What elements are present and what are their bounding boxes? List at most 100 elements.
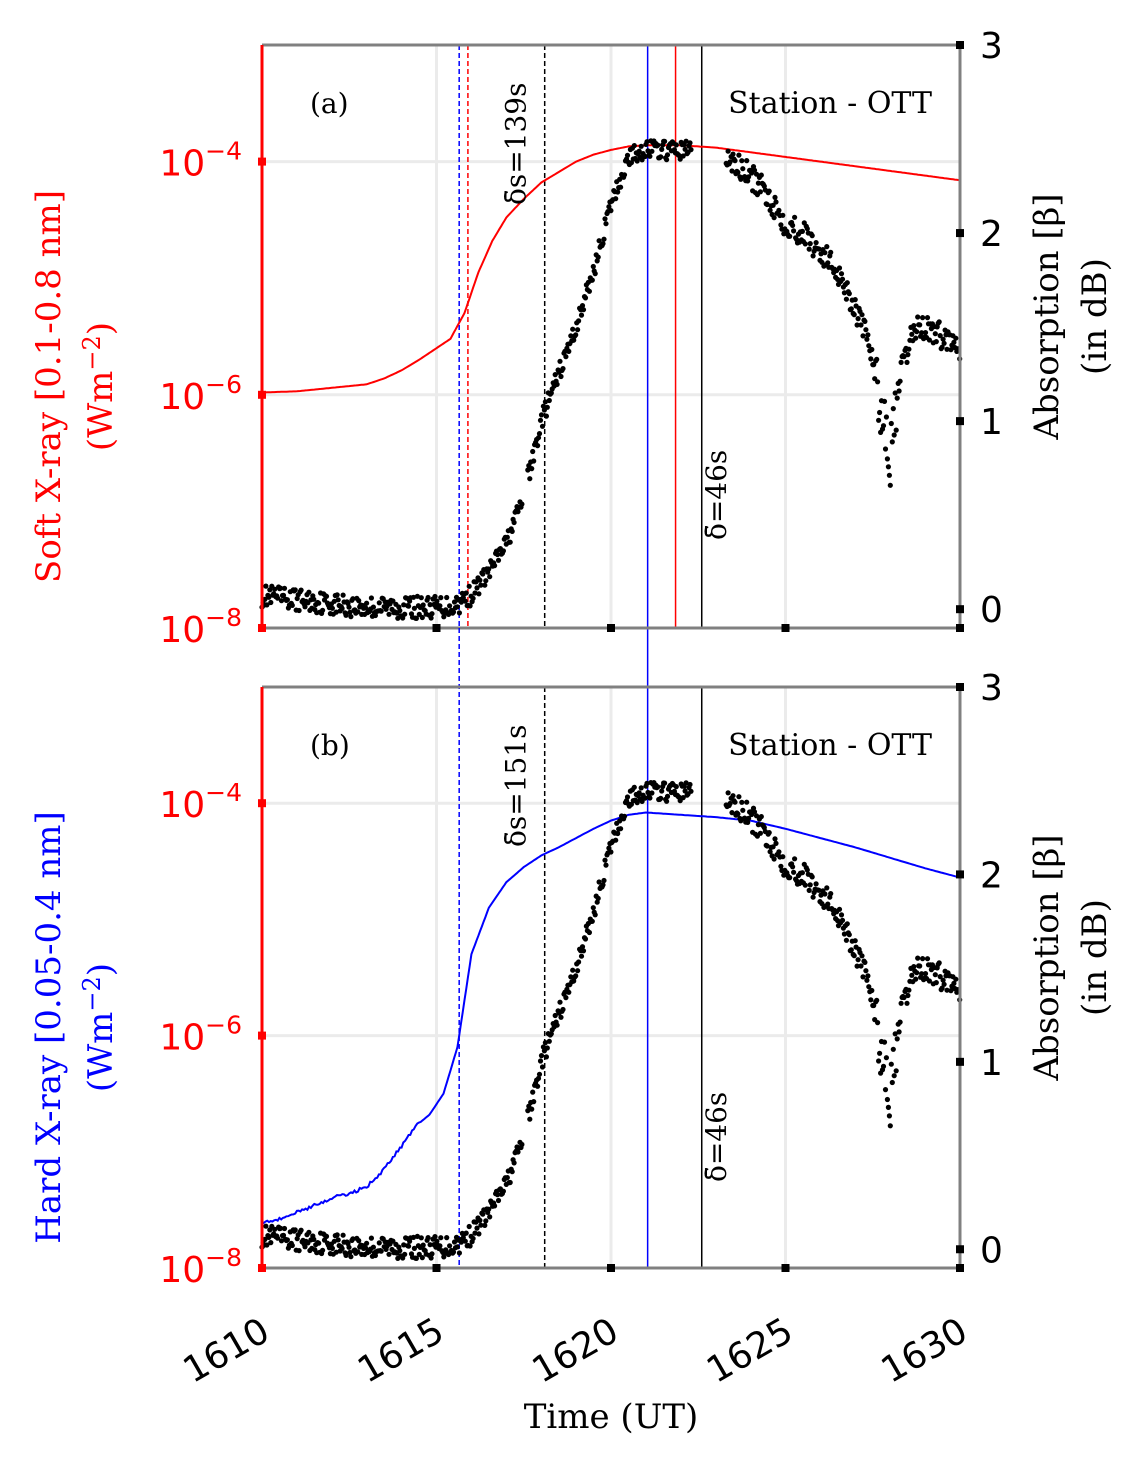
absorption-point [858,322,864,328]
absorption-point [825,901,831,907]
absorption-point [948,347,954,353]
absorption-point [739,158,745,164]
absorption-point [892,1031,898,1037]
absorption-point [758,172,764,178]
y-tick-mark [258,799,266,808]
x-tick-mark [607,1264,615,1272]
absorption-point [917,322,923,328]
absorption-point [852,297,858,303]
absorption-point [320,607,326,613]
absorption-point [386,1251,392,1257]
absorption-point [418,595,424,601]
absorption-point [804,226,810,232]
absorption-point [855,957,861,963]
y2-axis-label: Absorption [β] [1027,834,1067,1081]
absorption-point [866,984,872,990]
absorption-point [334,592,340,598]
absorption-point [802,882,808,888]
absorption-point [732,799,738,805]
absorption-point [839,917,846,924]
absorption-point [272,1226,278,1232]
absorption-point [818,251,824,257]
absorption-point [809,233,815,239]
absorption-point [839,276,846,282]
absorption-point [527,476,533,482]
absorption-point [311,596,317,602]
absorption-point [306,1229,312,1235]
absorption-point [888,1061,894,1067]
y-tick-label: 10−6 [159,1011,242,1059]
absorption-point [535,1075,542,1081]
absorption-point [944,987,950,993]
absorption-point [579,944,586,950]
absorption-point [278,1238,285,1244]
absorption-point [414,1233,420,1239]
absorption-point [492,563,498,569]
tick-base: 10 [159,144,205,185]
absorption-point [537,1058,544,1064]
absorption-point [467,603,473,609]
absorption-point [883,414,890,420]
absorption-point [411,1245,417,1251]
absorption-point [852,938,858,944]
absorption-point [474,1225,480,1231]
absorption-point [941,340,947,346]
y2-tick-mark [956,683,964,691]
absorption-point [456,1250,462,1256]
absorption-point [368,1235,374,1241]
absorption-point [631,143,637,149]
absorption-point [655,784,661,790]
absorption-point [687,781,693,788]
absorption-point [275,595,281,601]
absorption-point [284,597,290,603]
absorption-point [790,222,796,228]
y2-tick-mark [956,1057,964,1066]
absorption-point [346,604,352,610]
absorption-point [608,208,614,214]
absorption-point [425,1235,431,1241]
delta-s-annotation: δ̄s=139s [499,83,532,206]
absorption-point [340,1232,346,1238]
tick-base: 10 [159,785,205,826]
absorption-point [860,333,866,339]
absorption-point [320,1247,326,1253]
absorption-point [571,978,577,984]
absorption-point [875,1020,881,1026]
absorption-point [822,250,828,256]
absorption-point [906,346,912,352]
absorption-point [744,799,750,805]
absorption-point [432,1234,438,1240]
absorption-point [948,988,954,994]
absorption-point [428,1255,434,1261]
absorption-point [425,594,431,601]
absorption-point [333,1249,339,1255]
absorption-point [687,140,693,146]
absorption-point [552,372,558,378]
absorption-point [544,1045,550,1051]
absorption-point [792,856,798,862]
absorption-point [792,214,798,220]
absorption-point [487,1214,493,1220]
absorption-point [755,822,762,828]
absorption-point [272,586,278,592]
absorption-point [725,790,731,796]
absorption-point [429,611,435,617]
absorption-point [742,815,748,821]
absorption-point [339,1246,345,1252]
absorption-point [554,381,560,387]
absorption-point [281,1225,288,1232]
absorption-point [864,977,870,983]
absorption-point [504,1175,510,1181]
absorption-point [664,157,670,163]
absorption-point [356,598,362,604]
absorption-point [755,180,762,186]
absorption-point [940,336,946,342]
absorption-point [939,344,945,350]
absorption-point [441,1254,447,1260]
absorption-point [263,583,269,589]
absorption-point [292,1227,298,1233]
absorption-point [451,599,458,605]
absorption-point [458,599,464,605]
absorption-point [936,319,942,325]
